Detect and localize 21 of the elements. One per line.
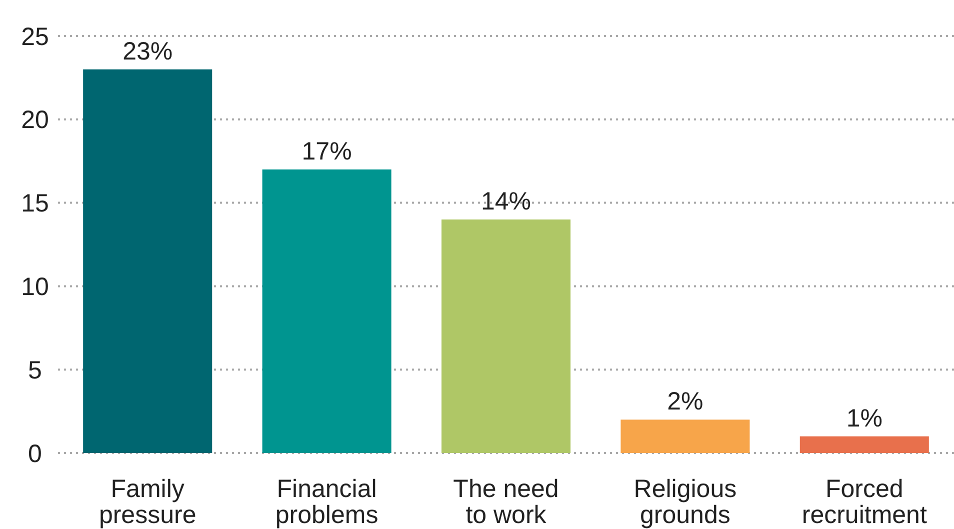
y-tick-label: 15: [21, 190, 49, 218]
bar: [83, 69, 212, 453]
data-label: 23%: [122, 37, 173, 66]
y-tick-label: 5: [28, 356, 42, 384]
data-label: 2%: [667, 388, 704, 416]
y-tick-label: 25: [21, 22, 49, 51]
data-label: 1%: [846, 404, 882, 432]
bar: [620, 420, 750, 453]
x-tick-label: Family pressure: [98, 475, 196, 529]
x-tick-label: Religious grounds: [634, 475, 737, 529]
y-tick-label: 0: [28, 440, 42, 468]
y-tick-label: 10: [21, 272, 49, 301]
data-label: 14%: [480, 187, 532, 216]
x-tick-label: Financial problems: [275, 475, 378, 529]
x-tick-label: Forced recruitment: [802, 475, 927, 529]
bar: [800, 436, 929, 453]
bar: [262, 169, 392, 453]
data-label: 17%: [302, 137, 352, 166]
bar: [441, 219, 571, 453]
x-tick-label: The need to work: [453, 475, 559, 529]
y-tick-label: 20: [21, 106, 49, 134]
